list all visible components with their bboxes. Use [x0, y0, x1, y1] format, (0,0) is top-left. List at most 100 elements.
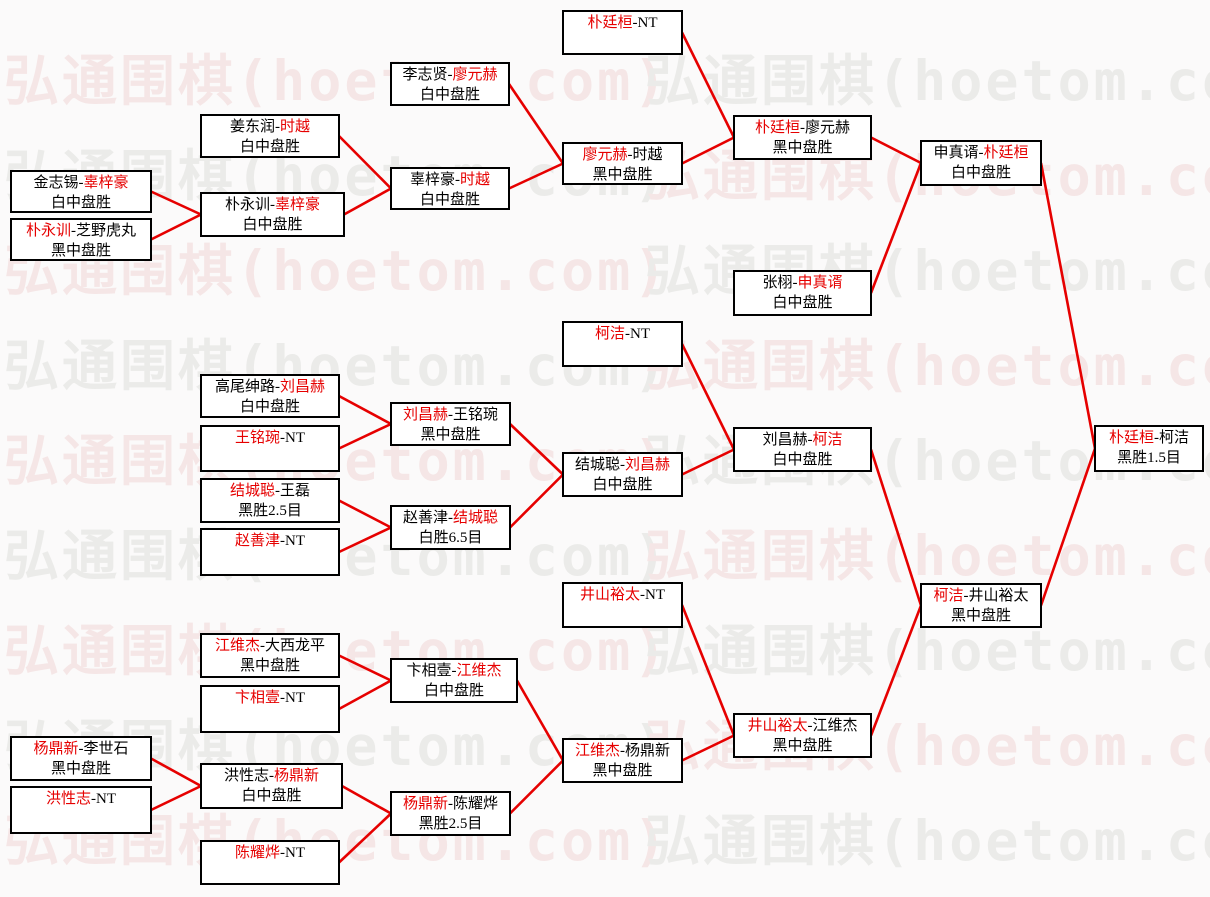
match-players: 洪性志-杨鼎新	[224, 766, 319, 786]
bracket-line	[681, 136, 735, 165]
player-name: 井山裕太	[579, 587, 640, 603]
vs-dash: -	[270, 197, 275, 213]
player-name: 朴廷桓	[587, 15, 633, 31]
match-box: 辜梓豪-时越 白中盘胜	[390, 167, 510, 210]
match-players: 杨鼎新-李世石	[33, 739, 128, 759]
player-name: 陈耀烨	[234, 845, 280, 861]
match-players: 结城聪-刘昌赫	[575, 455, 670, 475]
vs-dash: -	[280, 430, 285, 446]
player-name: 李世石	[83, 741, 129, 757]
match-players: 杨鼎新-陈耀烨	[403, 794, 498, 814]
match-players: 朴廷桓-NT	[587, 13, 657, 33]
match-box: 赵善津-NT	[200, 528, 340, 576]
player-name: 廖元赫	[582, 147, 628, 163]
player-name: 卞相壹	[234, 690, 280, 706]
bracket-line	[680, 343, 736, 451]
bracket-line	[509, 423, 564, 476]
vs-dash: -	[451, 663, 457, 679]
match-players: 赵善津-结城聪	[403, 508, 498, 528]
match-result: 黑中盘胜	[420, 427, 481, 443]
match-box: 杨鼎新-陈耀烨黑胜2.5目	[390, 791, 511, 836]
bracket-line	[150, 213, 202, 241]
player-name: 大西龙平	[265, 638, 326, 654]
player-name: 申真谞	[797, 275, 843, 291]
player-name: NT	[285, 533, 305, 549]
vs-dash: -	[448, 407, 453, 423]
match-box: 朴廷桓-柯洁 黑胜1.5目	[1094, 425, 1204, 472]
match-result: 白中盘胜	[419, 87, 480, 103]
bracket-line	[338, 422, 392, 450]
vs-dash: -	[280, 690, 285, 706]
match-result: 白中盘胜	[239, 139, 300, 155]
match-box: 结城聪-刘昌赫白中盘胜	[562, 452, 683, 497]
match-players: 李志贤-廖元赫	[402, 65, 497, 85]
vs-dash: -	[448, 510, 453, 526]
vs-dash: -	[632, 15, 638, 31]
player-name: 刘昌赫	[402, 407, 448, 423]
player-name: 姜东润	[229, 119, 275, 135]
vs-dash: -	[792, 275, 798, 291]
match-result: 白中盘胜	[592, 477, 653, 493]
player-name: 朴廷桓	[754, 120, 800, 136]
match-box: 杨鼎新-李世石黑中盘胜	[10, 736, 152, 781]
match-players: 卞相壹-NT	[235, 688, 305, 708]
vs-dash: -	[275, 119, 280, 135]
match-box: 卞相壹-江维杰 白中盘胜	[390, 658, 518, 703]
match-box: 结城聪-王磊 黑胜2.5目	[200, 478, 340, 523]
match-players: 陈耀烨-NT	[235, 843, 305, 863]
player-name: NT	[645, 587, 665, 603]
player-name: 辜梓豪	[275, 197, 321, 213]
player-name: 廖元赫	[805, 120, 851, 136]
match-result: 黑中盘胜	[239, 658, 300, 674]
bracket-line	[150, 784, 202, 812]
bracket-line	[869, 162, 923, 294]
vs-dash: -	[455, 172, 460, 188]
bracket-line	[1039, 448, 1097, 606]
match-result: 黑中盘胜	[50, 761, 111, 777]
match-box: 陈耀烨-NT	[200, 840, 340, 885]
match-players: 刘昌赫-柯洁	[762, 430, 842, 450]
player-name: NT	[285, 690, 305, 706]
player-name: 赵善津	[402, 510, 448, 526]
player-name: 杨鼎新	[402, 796, 448, 812]
player-name: 洪性志	[45, 791, 91, 807]
bracket-line	[338, 135, 392, 190]
bracket-line	[1039, 162, 1097, 449]
match-players: 江维杰-大西龙平	[215, 636, 325, 656]
match-players: 柯洁-NT	[595, 324, 650, 344]
match-result: 白胜6.5目	[418, 530, 483, 546]
vs-dash: -	[280, 845, 285, 861]
bracket-line	[338, 812, 392, 864]
player-name: 杨鼎新	[33, 741, 79, 757]
match-box: 洪性志-NT	[10, 786, 152, 834]
bracket-line	[338, 679, 392, 711]
vs-dash: -	[447, 67, 453, 83]
match-result: 黑胜1.5目	[1117, 450, 1181, 466]
player-name: 时越	[460, 172, 491, 188]
match-players: 辜梓豪-时越	[410, 170, 490, 190]
player-name: 刘昌赫	[762, 432, 808, 448]
player-name: 王铭琬	[234, 430, 280, 446]
bracket-line	[338, 499, 392, 529]
match-box: 柯洁-井山裕太 黑中盘胜	[920, 583, 1042, 628]
player-name: 王磊	[280, 483, 311, 499]
player-name: 朴廷桓	[983, 145, 1029, 161]
player-name: NT	[285, 845, 305, 861]
match-box: 井山裕太-NT	[562, 582, 683, 628]
player-name: 结城聪	[574, 457, 620, 473]
match-result: 黑胜2.5目	[418, 816, 483, 832]
match-result: 白中盘胜	[241, 788, 302, 804]
match-box: 张栩-申真谞白中盘胜	[733, 270, 872, 316]
bracket-line	[508, 162, 564, 190]
match-box: 李志贤-廖元赫白中盘胜	[390, 62, 510, 106]
player-name: 申真谞	[933, 145, 979, 161]
match-result: 白中盘胜	[772, 295, 833, 311]
match-box: 卞相壹-NT	[200, 685, 340, 733]
match-players: 洪性志-NT	[46, 789, 116, 809]
player-name: NT	[285, 430, 305, 446]
match-players: 卞相壹-江维杰	[406, 661, 501, 681]
vs-dash: -	[963, 588, 969, 604]
player-name: 井山裕太	[968, 588, 1029, 604]
match-players: 张栩-申真谞	[762, 273, 842, 293]
